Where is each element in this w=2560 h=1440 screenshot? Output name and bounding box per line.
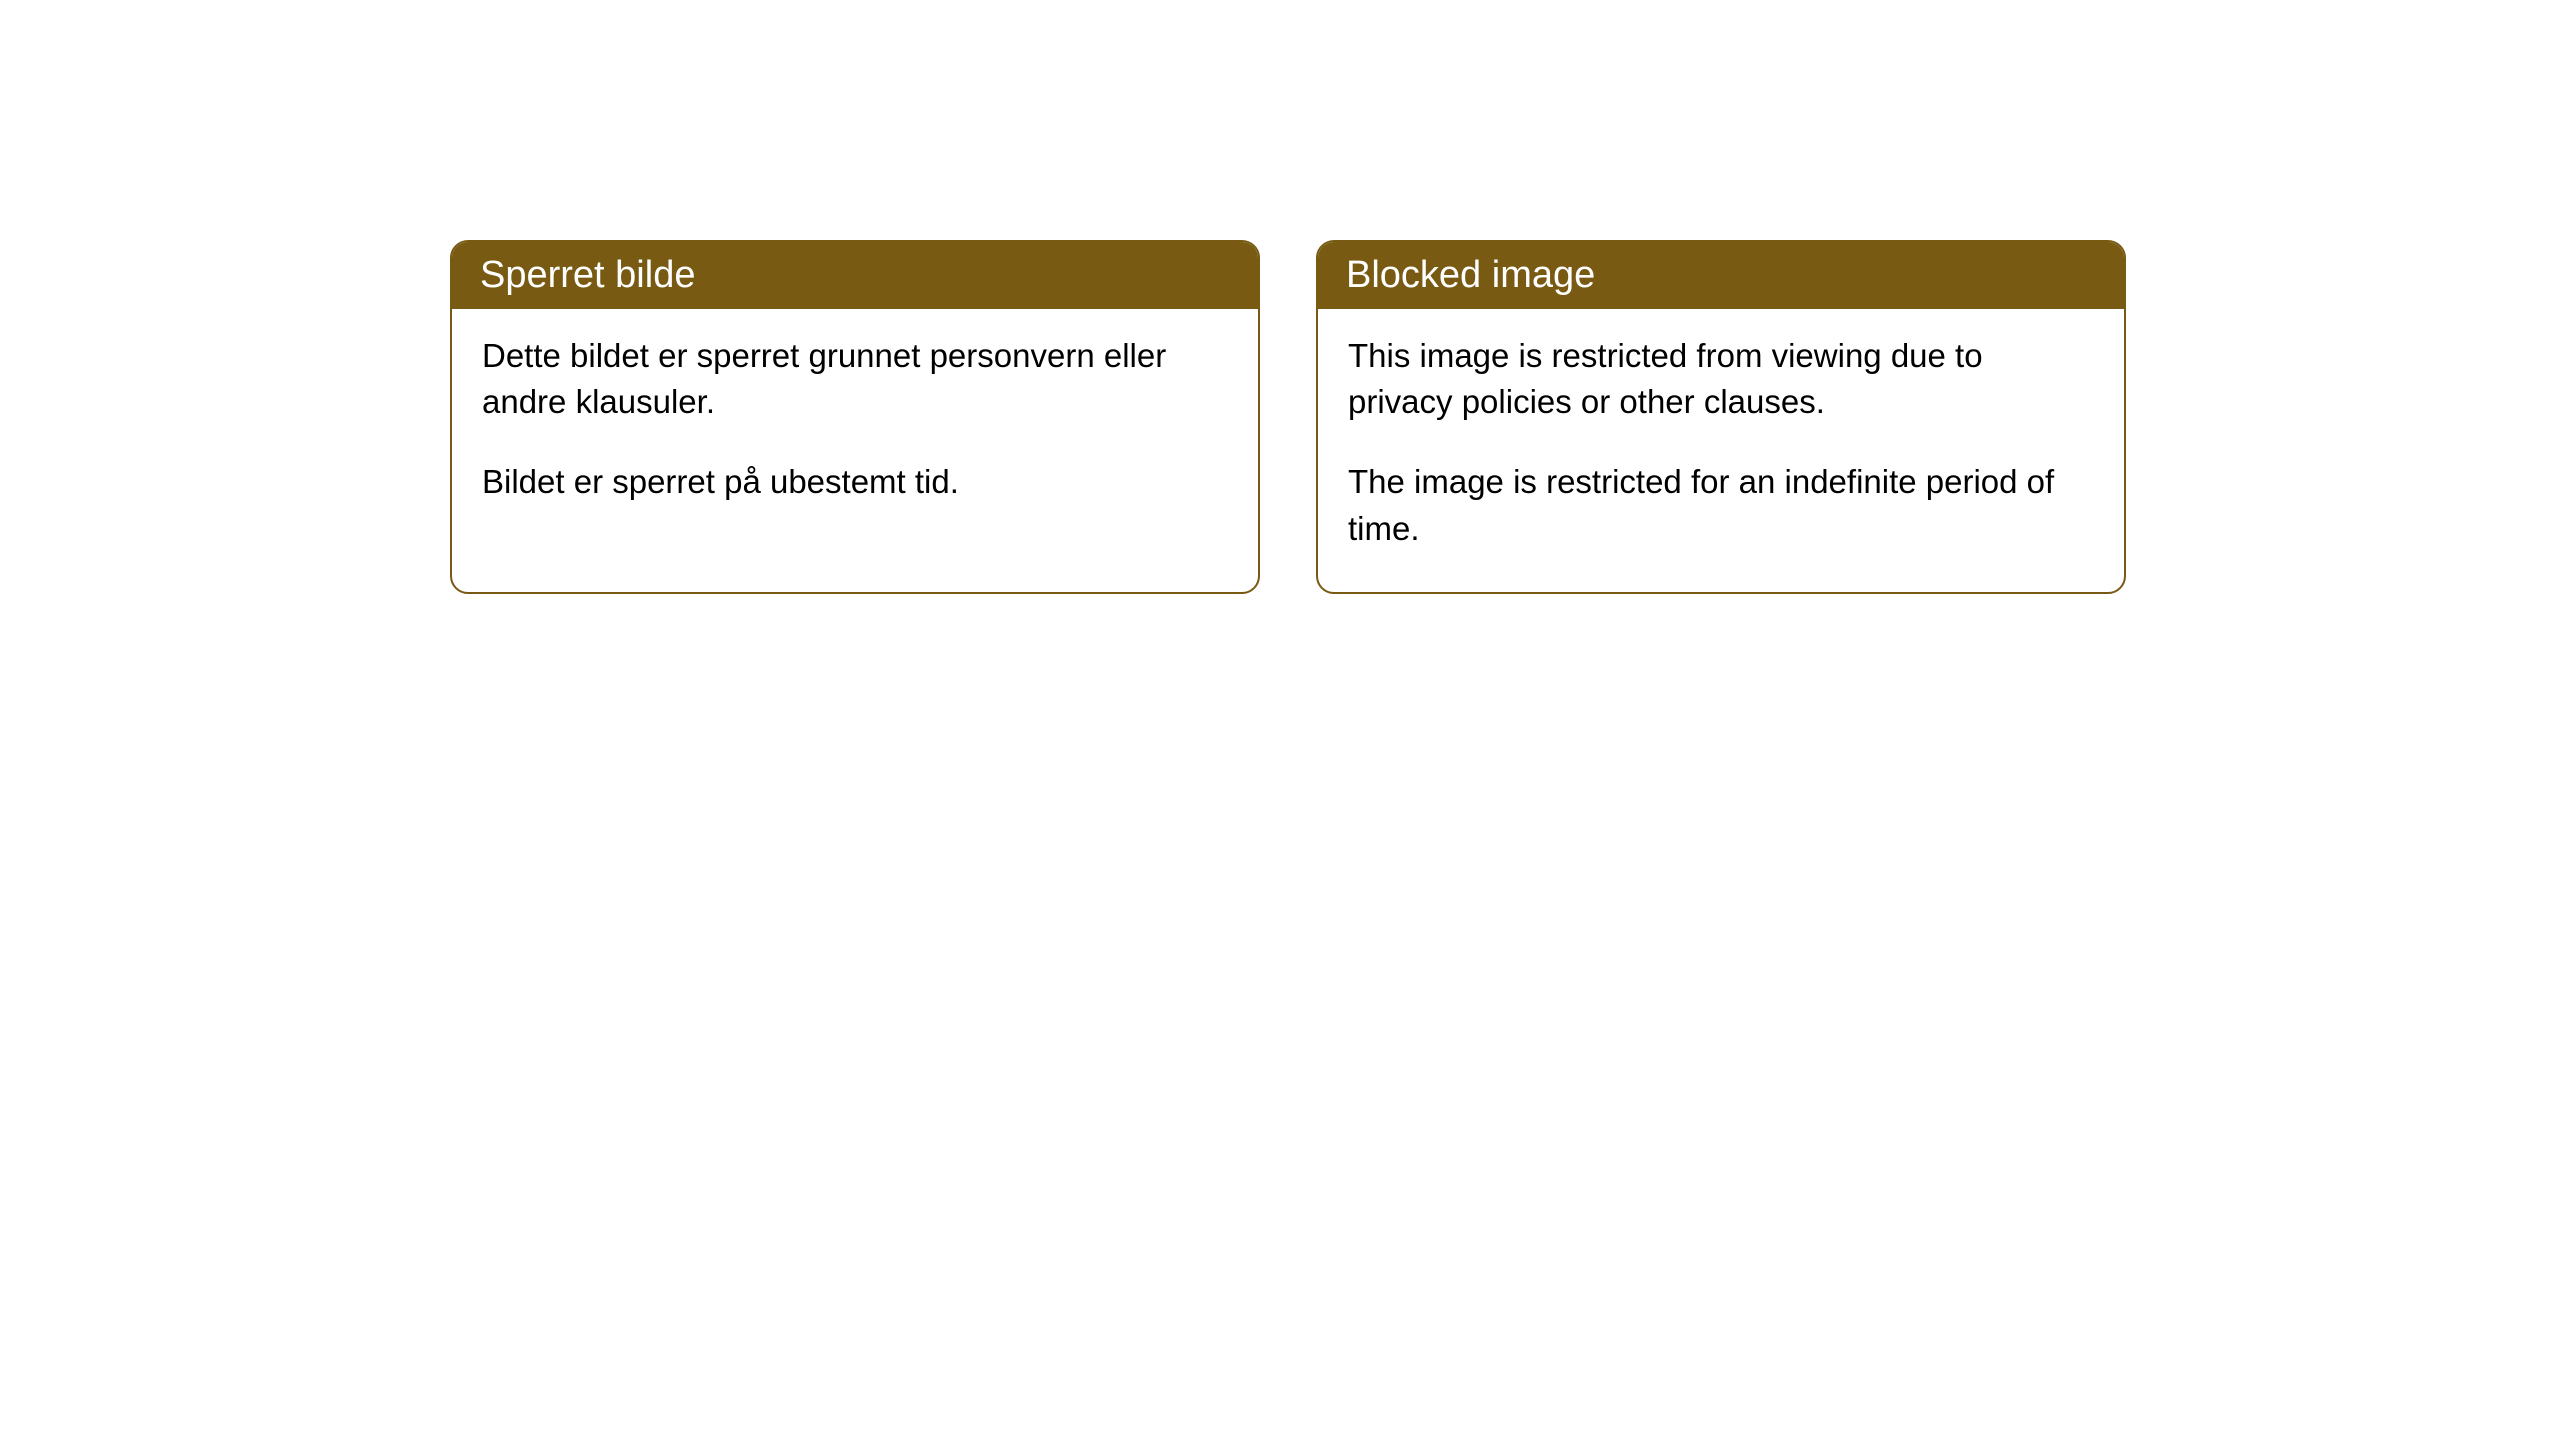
notice-cards-container: Sperret bilde Dette bildet er sperret gr… [450,240,2126,594]
card-body-english: This image is restricted from viewing du… [1318,309,2124,592]
card-title: Sperret bilde [480,254,695,296]
blocked-image-card-english: Blocked image This image is restricted f… [1316,240,2126,594]
card-text-paragraph: Bildet er sperret på ubestemt tid. [482,459,1228,505]
card-title: Blocked image [1346,254,1595,296]
card-header-norwegian: Sperret bilde [452,242,1258,309]
blocked-image-card-norwegian: Sperret bilde Dette bildet er sperret gr… [450,240,1260,594]
card-body-norwegian: Dette bildet er sperret grunnet personve… [452,309,1258,546]
card-text-paragraph: This image is restricted from viewing du… [1348,333,2094,425]
card-text-paragraph: Dette bildet er sperret grunnet personve… [482,333,1228,425]
card-text-paragraph: The image is restricted for an indefinit… [1348,459,2094,551]
card-header-english: Blocked image [1318,242,2124,309]
